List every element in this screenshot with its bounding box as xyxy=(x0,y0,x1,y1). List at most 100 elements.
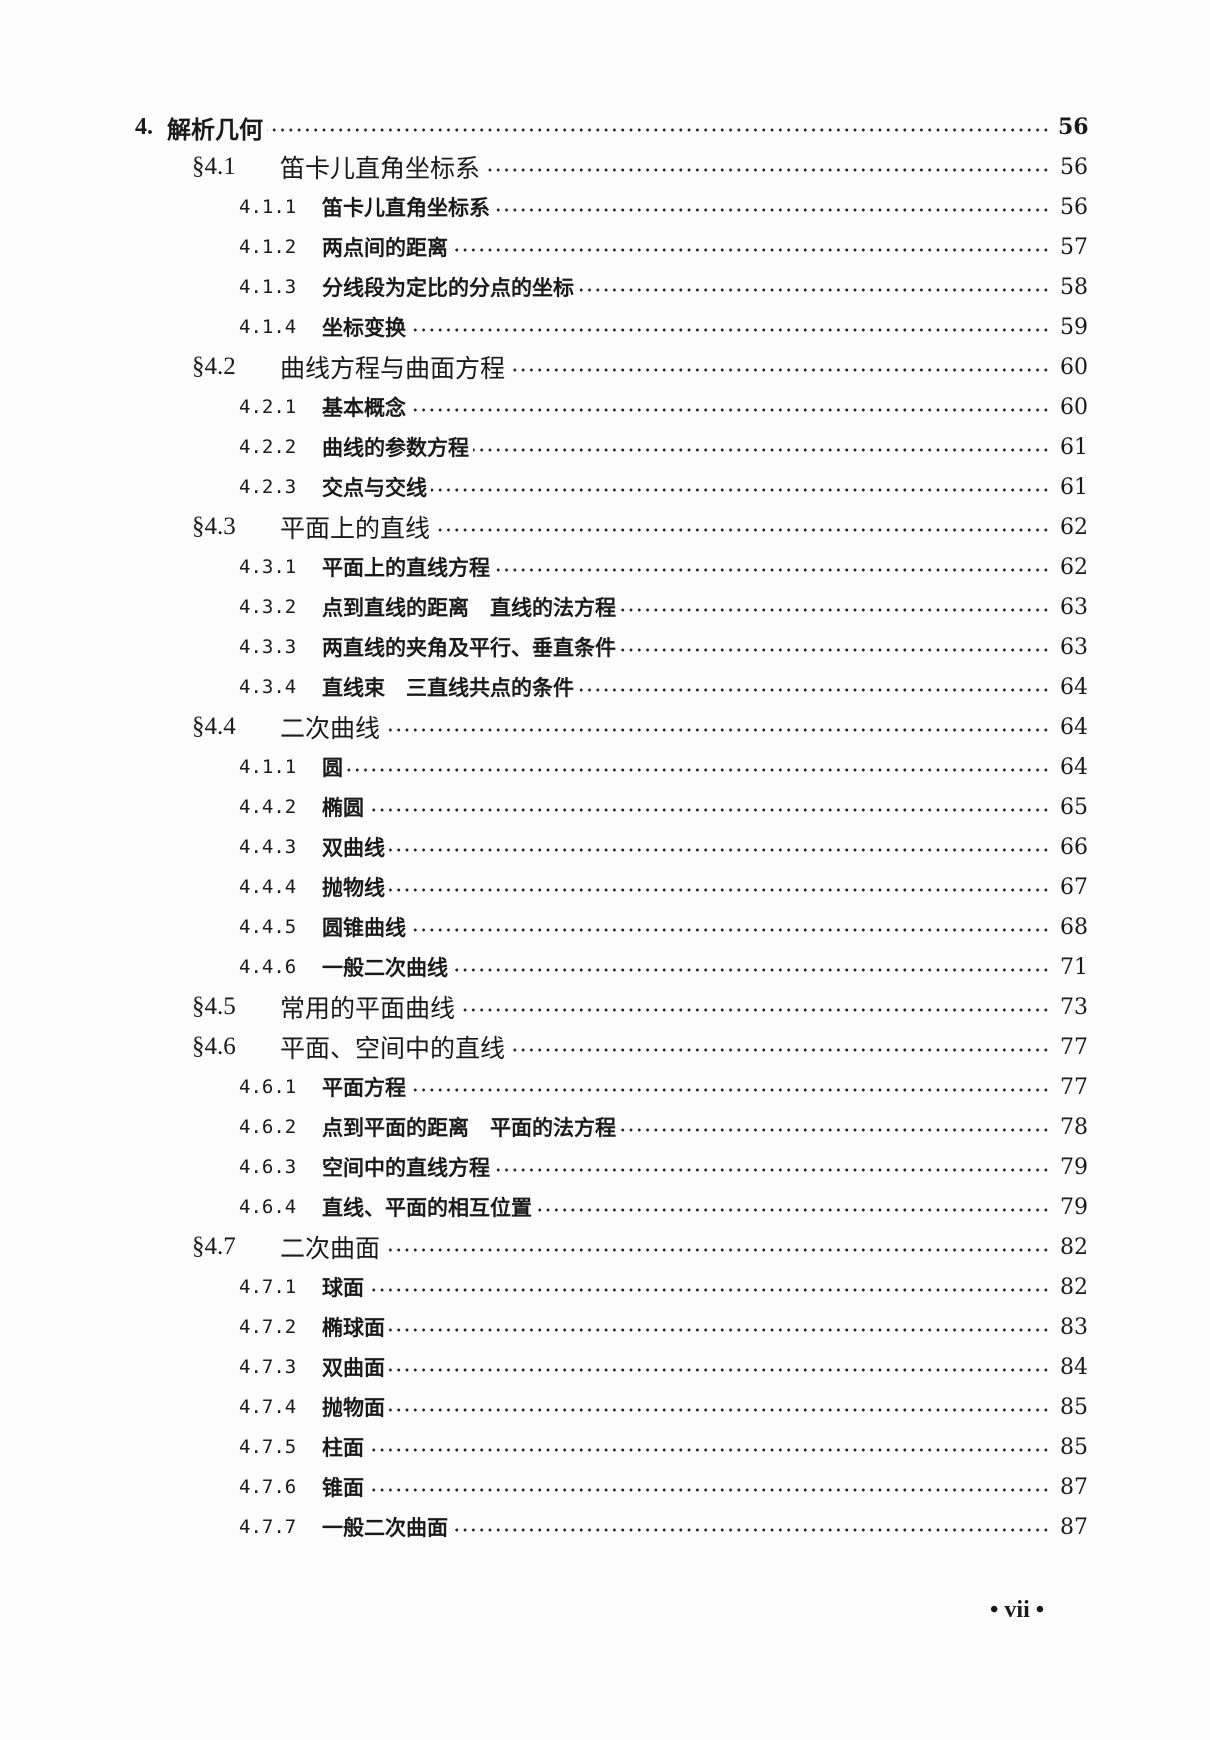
entry-number: 4.7.3 xyxy=(239,1356,297,1378)
subsection-entry: 4.1.2 两点间的距离 57 xyxy=(239,227,1088,267)
entry-title: 柱面 xyxy=(322,1435,364,1460)
entry-page: 56 xyxy=(1058,114,1089,140)
entry-number: 4.1.2 xyxy=(239,236,297,258)
dot-leader xyxy=(620,608,1050,612)
entry-number: 4.2.1 xyxy=(239,396,297,418)
entry-page: 79 xyxy=(1060,1154,1088,1180)
dot-leader xyxy=(368,1448,1050,1452)
subsection-entry: 4.2.1 基本概念 60 xyxy=(239,387,1088,427)
subsection-entry: 4.1.4 坐标变换 59 xyxy=(239,307,1088,347)
subsection-entry: 4.7.1 球面 82 xyxy=(239,1267,1088,1307)
section-entry: §4.1 笛卡儿直角坐标系 56 xyxy=(192,147,1088,187)
entry-title: 直线束 三直线共点的条件 xyxy=(322,675,574,700)
entry-page: 62 xyxy=(1060,554,1088,580)
dot-leader xyxy=(267,128,1050,132)
entry-page: 65 xyxy=(1060,794,1088,820)
dot-leader xyxy=(434,528,1050,532)
entry-page: 58 xyxy=(1060,274,1088,300)
dot-leader xyxy=(459,1008,1050,1012)
dot-leader xyxy=(347,768,1050,772)
entry-page: 68 xyxy=(1060,914,1088,940)
section-entry: §4.7 二次曲面 82 xyxy=(192,1227,1088,1267)
entry-page: 67 xyxy=(1060,874,1088,900)
dot-leader xyxy=(473,448,1050,452)
entry-page: 59 xyxy=(1060,314,1088,340)
subsection-entry: 4.4.3 双曲线 66 xyxy=(239,827,1088,867)
entry-number: 4.1.1 xyxy=(239,196,297,218)
entry-page: 56 xyxy=(1060,194,1088,220)
entry-number: §4.4 xyxy=(192,713,236,740)
entry-title: 两点间的距离 xyxy=(322,235,448,260)
subsection-entry: 4.4.4 抛物线 67 xyxy=(239,867,1088,907)
dot-leader xyxy=(452,248,1050,252)
subsection-entry: 4.6.3 空间中的直线方程 79 xyxy=(239,1147,1088,1187)
subsection-entry: 4.1.1 圆 64 xyxy=(239,747,1088,787)
entry-number: 4.7.5 xyxy=(239,1436,297,1458)
entry-title: 基本概念 xyxy=(322,395,406,420)
entry-number: §4.7 xyxy=(192,1233,236,1260)
entry-page: 77 xyxy=(1060,1034,1088,1060)
dot-leader xyxy=(410,928,1050,932)
entry-page: 87 xyxy=(1060,1514,1088,1540)
subsection-entry: 4.1.3 分线段为定比的分点的坐标 58 xyxy=(239,267,1088,307)
dot-leader xyxy=(578,288,1050,292)
entry-page: 64 xyxy=(1060,714,1088,740)
subsection-entry: 4.7.7 一般二次曲面 87 xyxy=(239,1507,1088,1547)
entry-title: 抛物面 xyxy=(322,1395,385,1420)
subsection-entry: 4.3.1 平面上的直线方程 62 xyxy=(239,547,1088,587)
entry-title: 圆锥曲线 xyxy=(322,915,406,940)
entry-title: 球面 xyxy=(322,1275,364,1300)
dot-leader xyxy=(389,848,1050,852)
entry-number: 4.4.3 xyxy=(239,836,297,858)
entry-title: 二次曲面 xyxy=(280,1234,381,1263)
entry-title: 椭球面 xyxy=(322,1315,385,1340)
entry-number: 4.4.6 xyxy=(239,956,297,978)
subsection-entry: 4.7.2 椭球面 83 xyxy=(239,1307,1088,1347)
dot-leader xyxy=(536,1208,1050,1212)
subsection-entry: 4.4.5 圆锥曲线 68 xyxy=(239,907,1088,947)
entry-title: 点到平面的距离 平面的法方程 xyxy=(322,1115,616,1140)
dot-leader xyxy=(410,328,1050,332)
entry-number: 4.4.4 xyxy=(239,876,297,898)
entry-number: §4.5 xyxy=(192,993,236,1020)
entry-page: 57 xyxy=(1060,234,1088,260)
entry-title: 常用的平面曲线 xyxy=(280,994,456,1023)
entry-number: 4.2.2 xyxy=(239,436,297,458)
section-entry: §4.4 二次曲线 64 xyxy=(192,707,1088,747)
dot-leader xyxy=(578,688,1050,692)
dot-leader xyxy=(509,368,1050,372)
entry-number: 4.4.2 xyxy=(239,796,297,818)
subsection-entry: 4.6.2 点到平面的距离 平面的法方程 78 xyxy=(239,1107,1088,1147)
entry-number: 4.7.6 xyxy=(239,1476,297,1498)
entry-number: 4.6.3 xyxy=(239,1156,297,1178)
dot-leader xyxy=(389,1328,1050,1332)
dot-leader xyxy=(494,208,1050,212)
dot-leader xyxy=(494,1168,1050,1172)
subsection-entry: 4.2.2 曲线的参数方程 61 xyxy=(239,427,1088,467)
entry-page: 63 xyxy=(1060,634,1088,660)
entry-page: 66 xyxy=(1060,834,1088,860)
entry-title: 笛卡儿直角坐标系 xyxy=(280,154,481,183)
entry-title: 曲线方程与曲面方程 xyxy=(280,354,506,383)
dot-leader xyxy=(368,808,1050,812)
entry-page: 85 xyxy=(1060,1394,1088,1420)
entry-page: 85 xyxy=(1060,1434,1088,1460)
subsection-entry: 4.6.4 直线、平面的相互位置 79 xyxy=(239,1187,1088,1227)
subsection-entry: 4.3.4 直线束 三直线共点的条件 64 xyxy=(239,667,1088,707)
entry-title: 交点与交线 xyxy=(322,475,427,500)
entry-page: 84 xyxy=(1060,1354,1088,1380)
entry-title: 曲线的参数方程 xyxy=(322,435,469,460)
subsection-entry: 4.2.3 交点与交线 61 xyxy=(239,467,1088,507)
entry-title: 直线、平面的相互位置 xyxy=(322,1195,532,1220)
entry-number: 4.3.3 xyxy=(239,636,297,658)
dot-leader xyxy=(410,408,1050,412)
dot-leader xyxy=(509,1048,1050,1052)
entry-number: 4.6.4 xyxy=(239,1196,297,1218)
entry-title: 平面上的直线方程 xyxy=(322,555,490,580)
dot-leader xyxy=(389,1368,1050,1372)
entry-page: 82 xyxy=(1060,1234,1088,1260)
section-entry: §4.6 平面、空间中的直线 77 xyxy=(192,1027,1088,1067)
entry-page: 61 xyxy=(1060,434,1088,460)
entry-page: 60 xyxy=(1060,354,1088,380)
subsection-entry: 4.7.4 抛物面 85 xyxy=(239,1387,1088,1427)
